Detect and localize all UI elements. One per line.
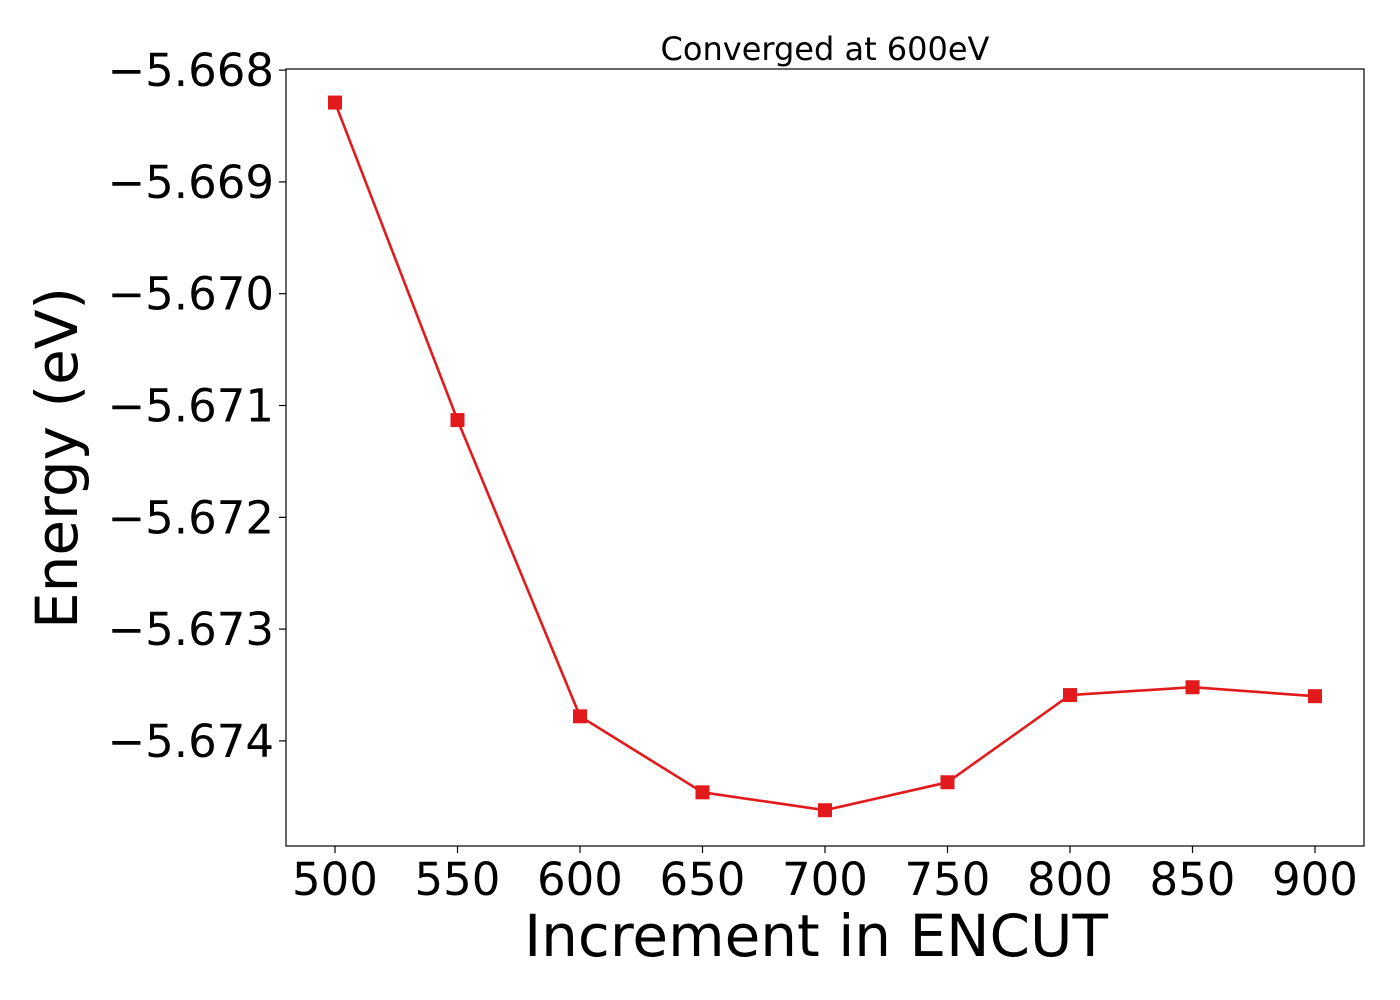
data-point-800 [1063,688,1077,703]
x-axis-label: Increment in ENCUT [524,902,1108,970]
y-tick-label: −5.668 [107,44,274,97]
y-axis-label: Energy (eV) [23,287,91,629]
data-point-550 [450,413,465,428]
x-tick-label: 750 [905,853,991,906]
data-point-650 [695,785,710,800]
y-tick-label: −5.671 [107,380,274,433]
x-tick-label: 500 [292,853,378,906]
x-tick-label: 550 [415,853,501,906]
chart-title: Converged at 600eV [661,30,990,68]
y-tick-label: −5.670 [107,268,274,321]
x-tick-label: 700 [782,853,868,906]
y-tick-label: −5.674 [107,715,274,768]
x-tick-label: 800 [1027,853,1113,906]
x-tick-label: 600 [537,853,623,906]
y-tick-label: −5.669 [107,156,274,209]
x-tick-label: 650 [660,853,746,906]
data-point-600 [573,709,587,724]
plot-frame [285,68,1365,847]
data-point-500 [328,95,342,110]
ticks-layer: 500 550 600 650 700 750 800 850 900 −5.668 −5.669 −… [107,44,1357,906]
data-point-850 [1185,680,1200,695]
x-tick-label: 850 [1150,853,1236,906]
data-point-900 [1308,689,1322,704]
data-point-750 [940,775,955,790]
data-point-700 [818,803,832,818]
series-layer [328,95,1322,818]
y-tick-label: −5.673 [107,603,274,656]
y-tick-label: −5.672 [107,491,274,544]
x-tick-label: 900 [1272,853,1358,906]
